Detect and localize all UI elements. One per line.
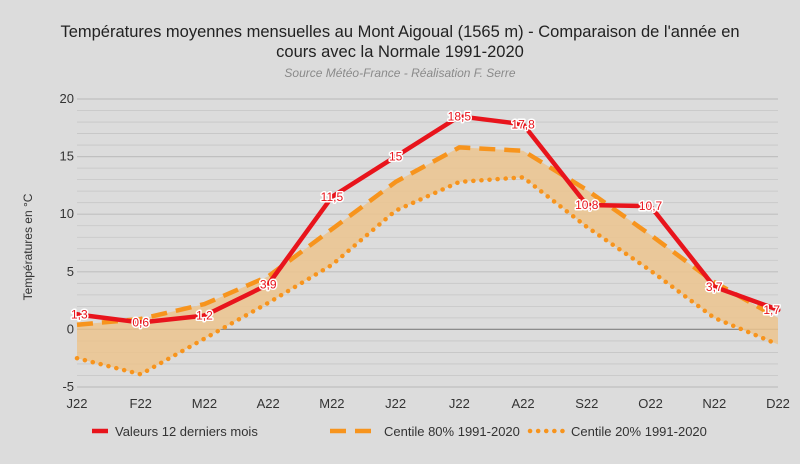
data-point	[775, 307, 781, 313]
chart-title-line-2: cours avec la Normale 1991-2020	[276, 43, 524, 61]
x-tick-label: N22	[702, 396, 726, 411]
data-label: 17,8	[511, 117, 535, 131]
data-label: 10,7	[639, 199, 663, 213]
y-tick-label: 0	[67, 321, 74, 336]
data-point	[584, 202, 590, 208]
y-tick-label: -5	[62, 379, 74, 394]
data-point	[74, 311, 80, 317]
x-tick-label: J22	[385, 396, 406, 411]
series-line-centile-20	[74, 175, 781, 377]
data-label: 1,2	[196, 309, 213, 323]
data-label: 3,7	[706, 280, 723, 294]
x-axis: J22 F22 M22 A22 M22 J22 J22 A22 S22 O22 N22 D22	[67, 396, 790, 411]
legend-label: Centile 80% 1991-2020	[384, 424, 520, 439]
data-label: 1,3	[71, 307, 88, 321]
data-point	[520, 121, 526, 127]
data-label: 11,5	[321, 190, 344, 204]
data-label: 18,5	[448, 109, 472, 123]
data-point	[329, 194, 335, 200]
x-tick-label: J22	[67, 396, 88, 411]
x-tick-label: M22	[192, 396, 217, 411]
x-tick-label: O22	[638, 396, 663, 411]
data-label: 10,8	[575, 198, 599, 212]
legend-label: Valeurs 12 derniers mois	[115, 424, 258, 439]
data-label: 0,6	[132, 315, 149, 329]
data-point	[393, 154, 399, 160]
data-points	[74, 113, 781, 325]
x-tick-label: M22	[319, 396, 344, 411]
x-tick-label: A22	[257, 396, 280, 411]
data-point	[648, 203, 654, 209]
y-tick-label: 10	[60, 206, 74, 221]
series	[74, 114, 781, 377]
x-tick-label: F22	[130, 396, 152, 411]
x-tick-label: D22	[766, 396, 790, 411]
series-line-centile-80	[76, 145, 780, 328]
legend: Valeurs 12 derniers mois Centile 80% 1991…	[92, 424, 707, 439]
data-point	[456, 113, 462, 119]
data-labels: 1,3 0,6 1,2 3,9 11,5 15 18,5 17,8 10,8 10,7 3,7 1,7	[70, 108, 782, 331]
y-axis-label: Températures en °C	[21, 193, 35, 300]
data-label: 3,9	[260, 277, 277, 291]
data-point	[201, 313, 207, 319]
data-point	[138, 319, 144, 325]
y-tick-label: 5	[67, 264, 74, 279]
data-label: 1,7	[763, 303, 780, 317]
data-point	[265, 281, 271, 287]
y-axis: -5 0 5 10 15 20	[60, 91, 74, 394]
x-tick-label: S22	[575, 396, 598, 411]
percentile-band	[77, 147, 778, 375]
legend-label: Centile 20% 1991-2020	[571, 424, 707, 439]
data-label: 15	[389, 150, 403, 164]
data-point	[711, 284, 717, 290]
y-tick-label: 15	[60, 149, 74, 164]
y-tick-label: 20	[60, 91, 74, 106]
x-tick-label: J22	[449, 396, 470, 411]
chart-subtitle: Source Météo-France - Réalisation F. Ser…	[284, 66, 516, 80]
series-line-valeurs	[76, 114, 779, 325]
chart-title-line-1: Températures moyennes mensuelles au Mont…	[60, 23, 739, 41]
x-tick-label: A22	[512, 396, 535, 411]
